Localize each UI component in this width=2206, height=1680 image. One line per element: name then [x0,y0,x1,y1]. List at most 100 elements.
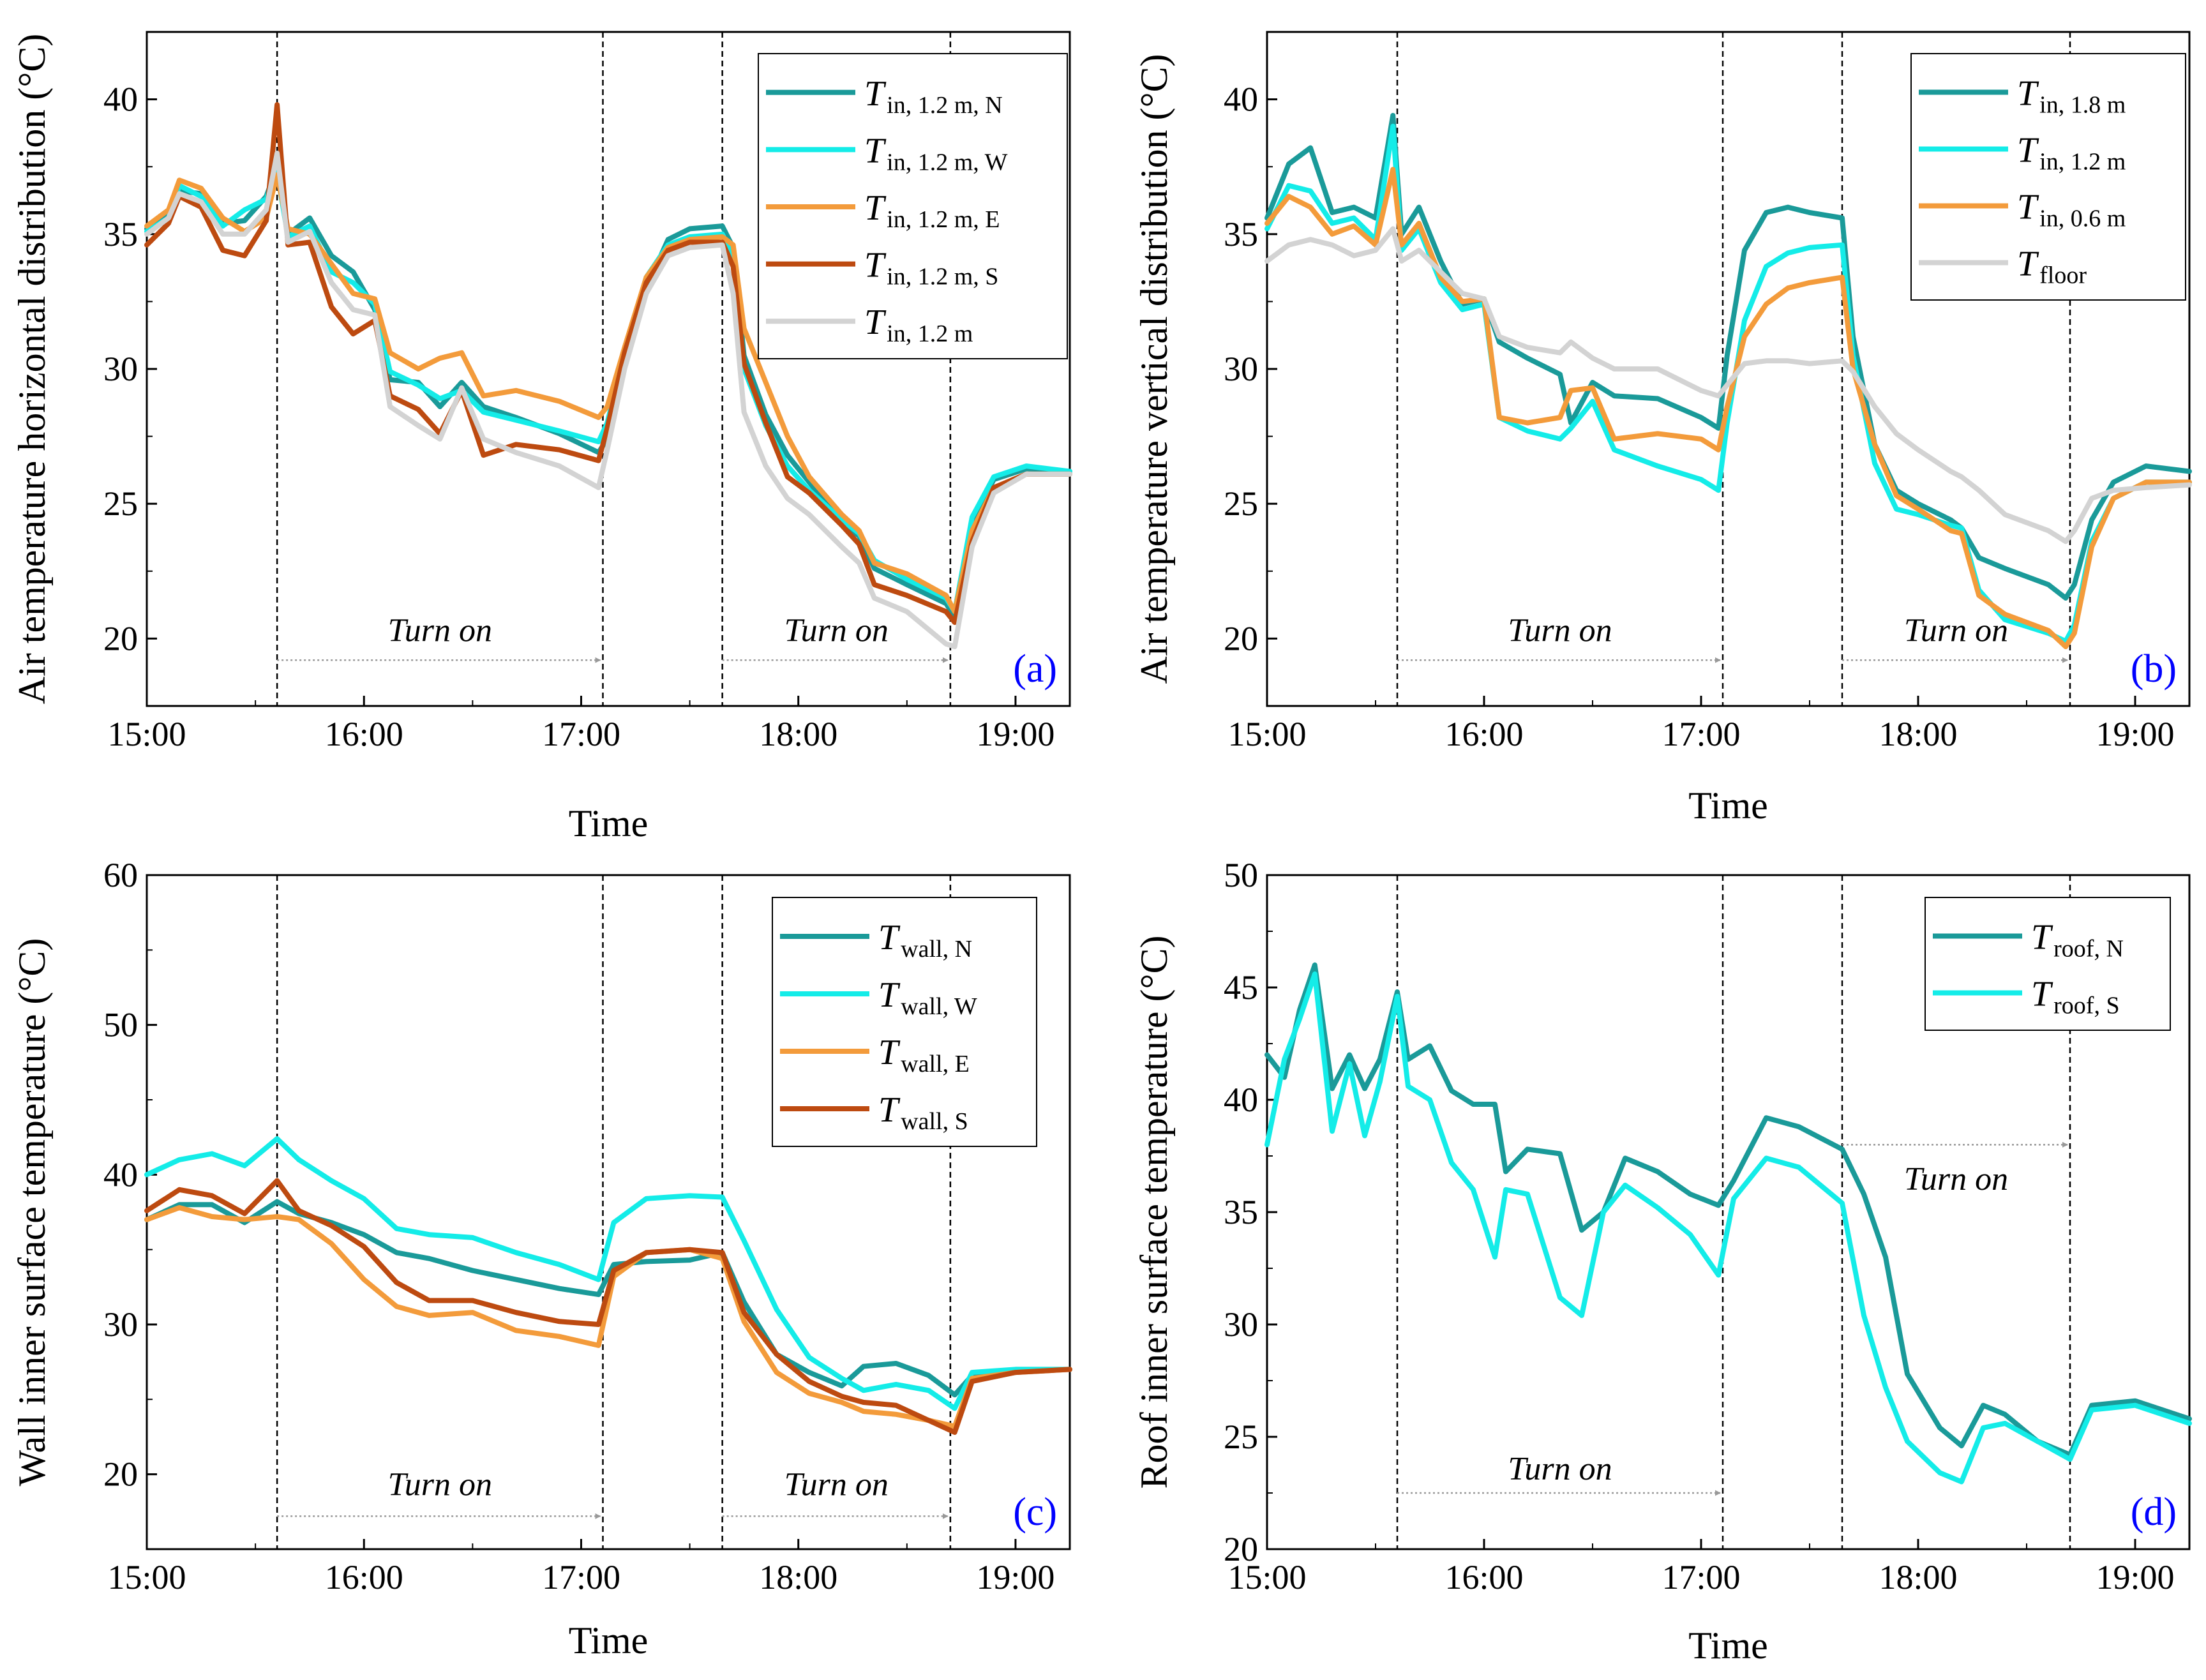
legend-subscript: wall, E [901,1051,970,1077]
y-axis-label: Air temperature vertical distribution (°… [1133,54,1175,684]
turn-on-label: Turn on [1904,1161,2008,1197]
x-axis-label: Time [569,1619,649,1661]
x-tick-label: 15:00 [1227,1558,1306,1596]
legend-subscript: wall, W [901,993,977,1020]
y-tick-label: 40 [103,80,138,119]
series-line-roof-s [1264,971,2192,1485]
legend-symbol: T [2017,244,2039,284]
series-line-in-1-2-m-e [144,172,1072,615]
legend-symbol: T [2017,188,2039,227]
x-tick-label: 18:00 [759,715,837,753]
turn-on-label: Turn on [1508,613,1612,649]
legend-subscript: in, 1.2 m [887,320,973,347]
turn-on-label: Turn on [1904,613,2008,649]
x-tick-label: 15:00 [107,715,186,753]
turn-on-label: Turn on [1508,1451,1612,1487]
y-tick-label: 35 [103,215,138,253]
legend-box [1925,897,2171,1031]
chart-panel-a: 15:00 16:00 17:00 18:00 19:00 20 25 30 35 40 Time A… [11,31,1072,844]
turn-on-label: Turn on [784,1467,889,1503]
y-axis-label: Roof inner surface temperature (°C) [1133,936,1175,1489]
legend-subscript: in, 1.2 m, E [887,206,1000,233]
legend-symbol: T [878,918,901,957]
legend-symbol: T [864,74,887,114]
x-tick-label: 16:00 [1444,1558,1523,1596]
series-line-roof-n [1264,962,2192,1458]
x-tick-label: 18:00 [1879,715,1957,753]
series-line-wall-w [144,1136,1072,1411]
legend-symbol: T [2017,131,2039,170]
y-tick-label: 45 [1224,968,1258,1007]
series-line-floor [1264,226,2192,544]
y-tick-label: 20 [1224,619,1258,657]
chart-panel-b: 15:00 16:00 17:00 18:00 19:00 20 25 30 35 40 Time A… [1133,31,2192,827]
panel-label: (c) [1013,1490,1057,1534]
legend-symbol: T [878,975,901,1015]
x-tick-label: 18:00 [759,1558,837,1596]
x-tick-label: 16:00 [325,1558,403,1596]
legend-subscript: in, 1.2 m, S [887,264,998,290]
legend-subscript: floor [2039,262,2087,289]
legend-subscript: in, 1.8 m [2039,92,2126,119]
legend-symbol: T [2031,975,2053,1014]
legend-subscript: in, 1.2 m [2039,149,2126,176]
y-tick-label: 35 [1224,215,1258,253]
y-tick-label: 50 [103,1006,138,1044]
legend-subscript: in, 0.6 m [2039,206,2126,232]
x-tick-label: 19:00 [2096,715,2174,753]
legend-subscript: in, 1.2 m, W [887,149,1007,176]
x-tick-label: 19:00 [976,1558,1054,1596]
legend-subscript: roof, S [2053,993,2119,1019]
y-tick-label: 40 [103,1155,138,1194]
series-line-in-0-6-m [1264,167,2192,650]
y-axis-label: Wall inner surface temperature (°C) [11,938,53,1487]
series-line-wall-s [144,1178,1072,1435]
turn-on-label: Turn on [388,613,492,649]
y-axis-label: Air temperature horizontal distribution … [11,34,53,704]
x-tick-label: 19:00 [2096,1558,2174,1596]
x-tick-label: 15:00 [1227,715,1306,753]
series-line-in-1-2-m-s [144,102,1072,626]
x-tick-label: 17:00 [1662,715,1740,753]
x-tick-label: 16:00 [325,715,403,753]
y-tick-label: 20 [1224,1530,1258,1568]
legend-symbol: T [864,246,887,285]
y-tick-label: 30 [103,350,138,388]
y-tick-label: 25 [103,484,138,523]
x-tick-label: 15:00 [107,1558,186,1596]
x-tick-label: 16:00 [1444,715,1523,753]
legend-subscript: wall, N [901,936,972,963]
legend-symbol: T [864,303,887,342]
x-tick-label: 17:00 [1662,1558,1740,1596]
x-tick-label: 17:00 [542,1558,620,1596]
legend-symbol: T [2031,918,2053,957]
legend-symbol: T [878,1090,901,1130]
x-axis-label: Time [569,802,649,844]
series-line-in-1-2-m [144,151,1072,650]
y-tick-label: 40 [1224,80,1258,119]
y-tick-label: 25 [1224,1418,1258,1456]
legend-symbol: T [2017,74,2039,114]
x-axis-label: Time [1688,784,1768,827]
y-tick-label: 25 [1224,484,1258,523]
y-tick-label: 50 [1224,856,1258,894]
turn-on-label: Turn on [784,613,889,649]
panel-label: (d) [2131,1490,2177,1534]
y-tick-label: 30 [103,1305,138,1344]
